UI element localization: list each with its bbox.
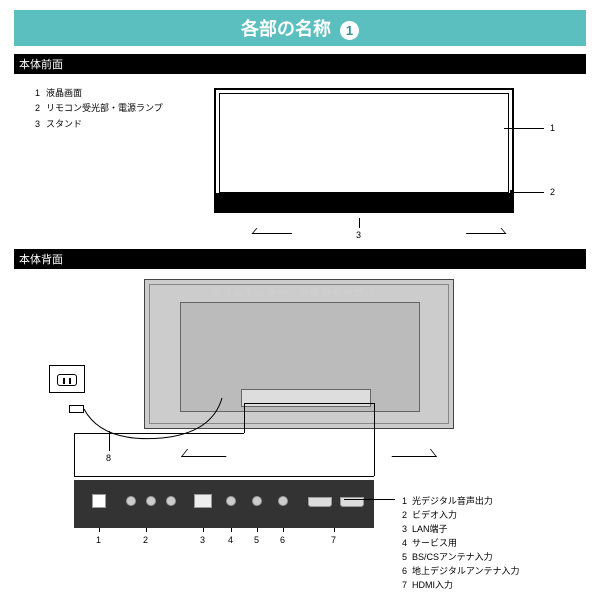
power-cord-icon: [82, 393, 242, 453]
front-parts-list: 1液晶画面 2リモコン受光部・電源ランプ 3スタンド: [32, 86, 163, 132]
title-text: 各部の名称: [241, 19, 331, 39]
tv-front-illustration: [214, 88, 544, 228]
ghost-warning-text: スリムモニター 分解後使用禁止: [165, 286, 423, 299]
callout-2: 2: [550, 187, 555, 197]
section-heading-front: 本体前面: [14, 54, 586, 74]
page-title: 各部の名称 1: [14, 10, 586, 46]
title-number-badge: 1: [340, 21, 359, 40]
port-panel-illustration: [74, 480, 374, 528]
callout-3: 3: [356, 230, 361, 240]
rear-parts-list: 1光デジタル音声出力 2ビデオ入力 3LAN端子 4サービス用 5BS/CSアン…: [399, 495, 519, 593]
rear-diagram-block: スリムモニター 分解後使用禁止 8: [14, 275, 586, 595]
callout-1: 1: [550, 123, 555, 133]
front-diagram-block: 1液晶画面 2リモコン受光部・電源ランプ 3スタンド 1 2 3: [14, 80, 586, 245]
section-heading-rear: 本体背面: [14, 249, 586, 269]
wall-outlet-icon: [49, 365, 85, 393]
callout-8: 8: [106, 453, 111, 463]
